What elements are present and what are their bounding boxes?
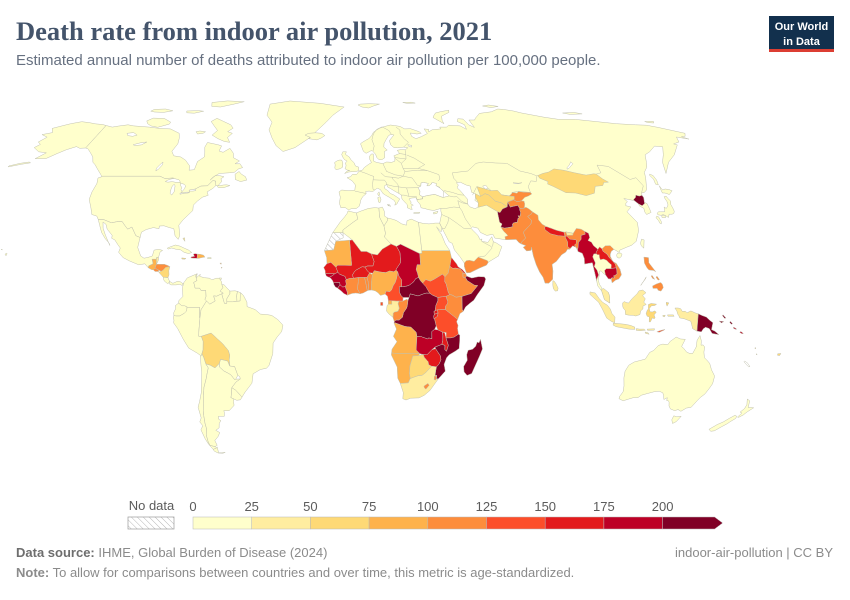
svg-text:200: 200 — [652, 499, 674, 514]
svg-text:175: 175 — [593, 499, 615, 514]
svg-text:0: 0 — [189, 499, 196, 514]
svg-text:50: 50 — [303, 499, 317, 514]
svg-text:150: 150 — [534, 499, 556, 514]
svg-text:25: 25 — [244, 499, 258, 514]
svg-text:75: 75 — [362, 499, 376, 514]
svg-text:125: 125 — [476, 499, 498, 514]
svg-text:100: 100 — [417, 499, 439, 514]
